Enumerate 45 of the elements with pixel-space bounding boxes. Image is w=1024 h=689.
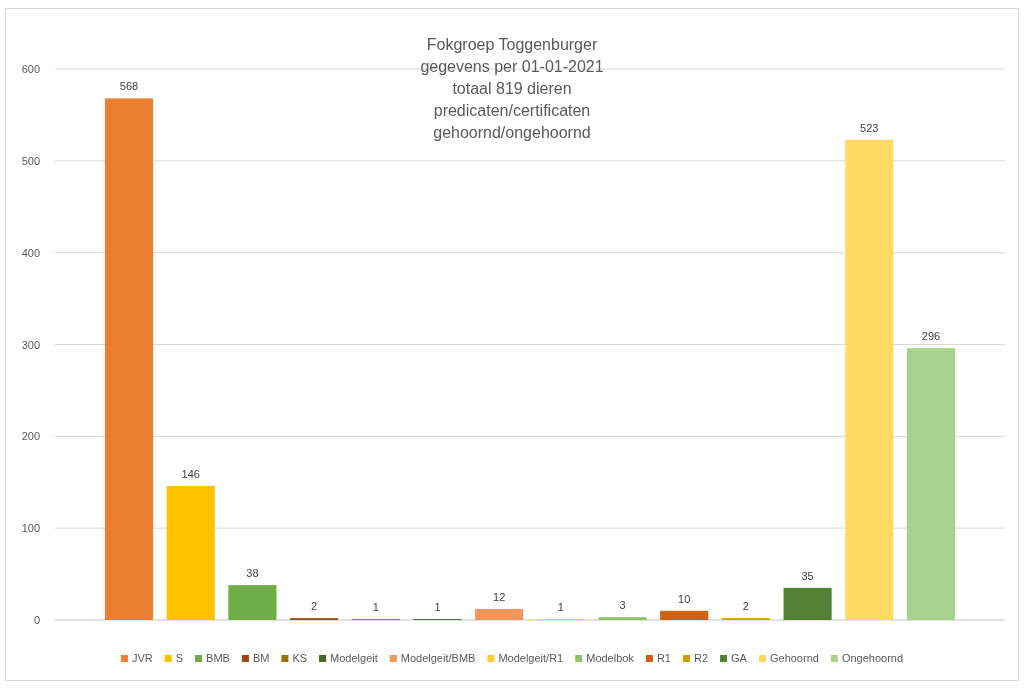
bar	[906, 348, 956, 620]
y-tick-label: 600	[21, 63, 40, 76]
legend-label: Modelgeit/R1	[498, 652, 564, 664]
legend-label: JVR	[131, 652, 153, 664]
data-label: 1	[557, 601, 564, 614]
data-label: 568	[119, 80, 139, 93]
y-tick-label: 0	[33, 614, 40, 627]
bar	[475, 608, 524, 620]
data-label: 2	[311, 600, 318, 613]
legend-label: Modelgeit/BMB	[400, 652, 476, 664]
legend-label: BM	[252, 652, 270, 664]
bar	[845, 139, 894, 620]
data-label: 296	[921, 330, 941, 343]
bar	[228, 585, 277, 620]
data-label: 35	[801, 569, 814, 582]
legend-label: R1	[656, 652, 671, 664]
data-label: 3	[619, 599, 626, 612]
bar	[783, 587, 832, 620]
legend-label: Gehoornd	[769, 652, 819, 664]
data-label: 146	[181, 467, 200, 480]
data-label: 523	[860, 121, 879, 134]
legend-label: Ongehoornd	[841, 652, 904, 664]
legend-label: Modelbok	[586, 652, 635, 664]
legend-label: KS	[292, 652, 308, 664]
y-tick-label: 300	[21, 338, 40, 351]
y-tick-label: 200	[21, 430, 40, 443]
bar	[598, 617, 647, 620]
legend-label: BMB	[206, 652, 230, 664]
data-label: 12	[493, 590, 506, 603]
text: Fokgroep Toggenburger gegevens per 01-01-2021 totaal 819 dieren predicaten/certificaten gehoornd/ongehoornd	[420, 36, 604, 141]
data-label: 1	[372, 601, 379, 614]
y-tick-label: 500	[21, 154, 40, 167]
legend-label: R2	[693, 652, 709, 664]
y-tick-label: 100	[21, 522, 40, 535]
legend-label: Modelgeit	[330, 652, 378, 664]
y-tick-label: 400	[21, 246, 40, 259]
bar	[104, 98, 154, 620]
data-label: 38	[246, 567, 259, 580]
legend-label: GA	[731, 652, 748, 664]
bar	[660, 610, 709, 620]
data-label: 1	[434, 601, 441, 614]
data-label: 2	[742, 600, 749, 613]
bar	[166, 485, 215, 620]
data-label: 10	[678, 592, 691, 605]
legend-label: S	[175, 652, 184, 664]
